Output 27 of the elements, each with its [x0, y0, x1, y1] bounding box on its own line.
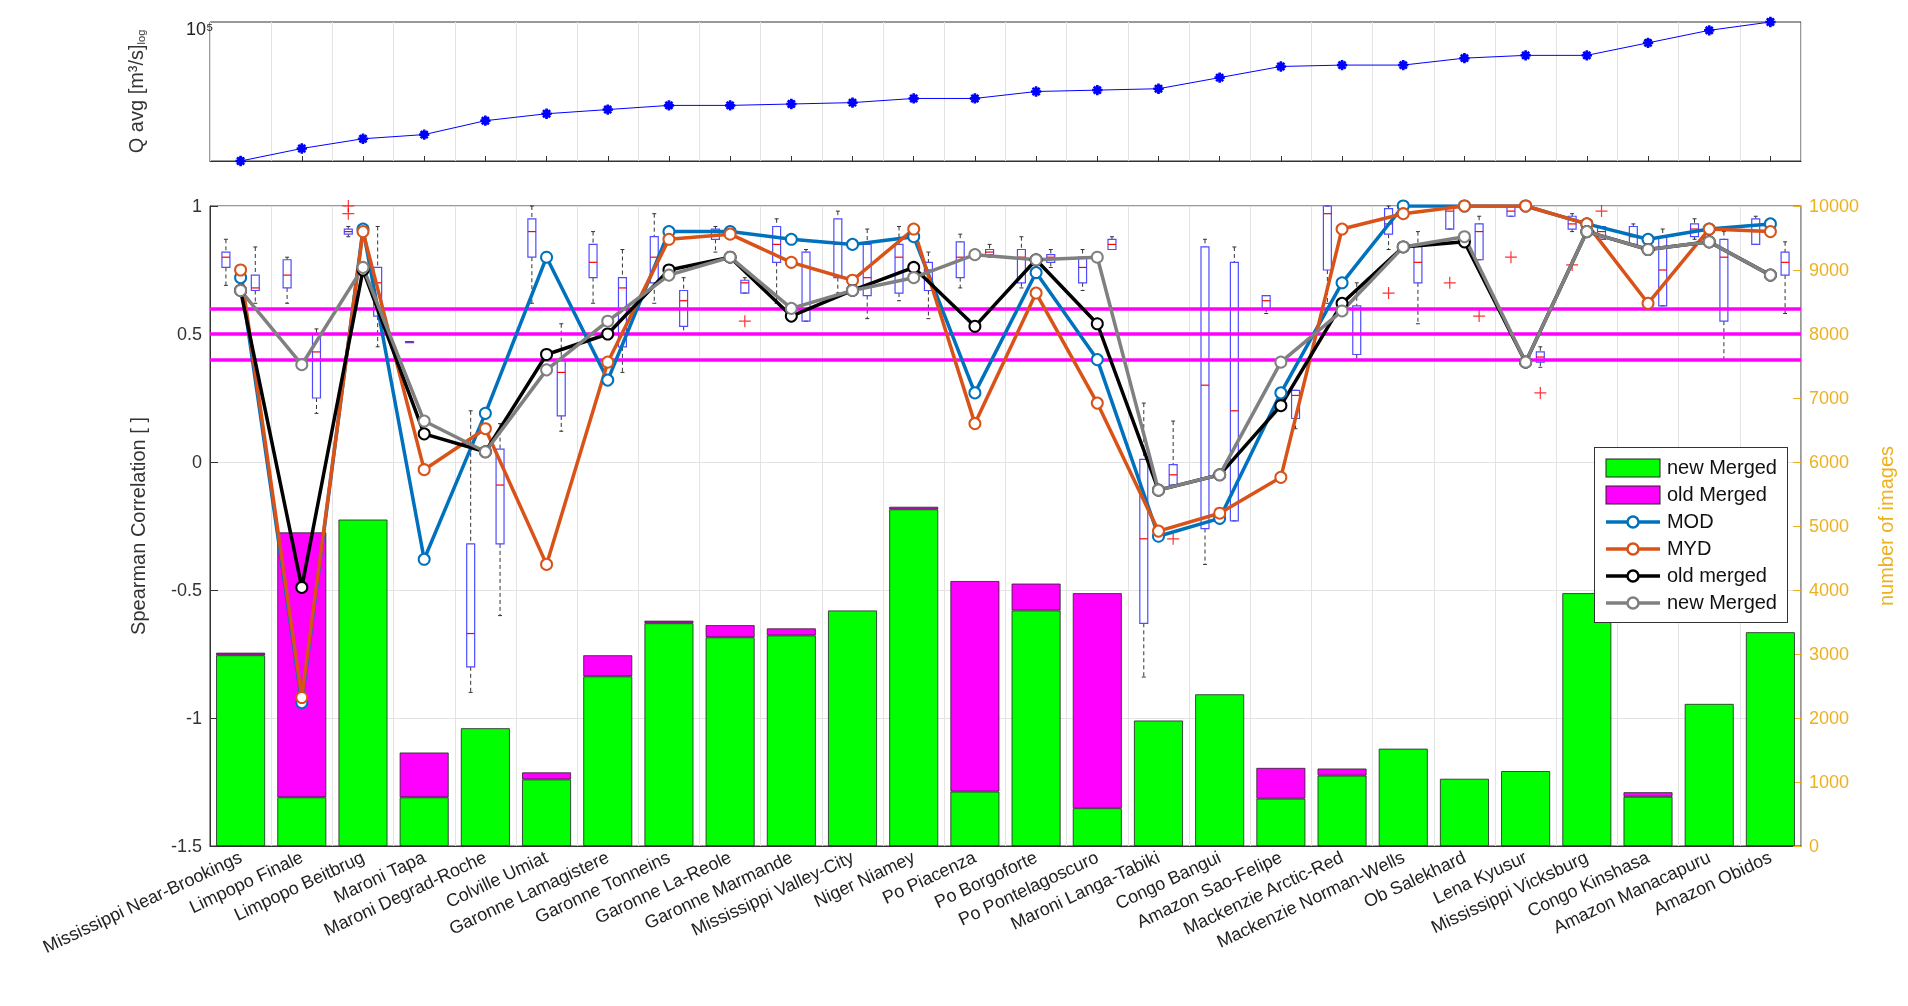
y-tick-label: -1	[185, 708, 202, 728]
legend-label: old Merged	[1666, 483, 1767, 506]
y-axis-title: Spearman Correlation [ ]	[127, 417, 149, 635]
legend-label: MYD	[1666, 537, 1712, 560]
y2-tick-label: 6000	[1809, 452, 1850, 472]
legend-label: new Merged	[1666, 591, 1777, 614]
legend-label: new Merged	[1666, 456, 1777, 479]
y-tick-label: 1	[191, 196, 202, 216]
y-tick-label: -0.5	[170, 580, 202, 600]
y2-tick-label: 2000	[1809, 708, 1850, 728]
y2-tick-label: 1000	[1809, 772, 1850, 792]
y2-tick-label: 3000	[1809, 644, 1850, 664]
y2-tick-label: 7000	[1809, 388, 1850, 408]
y2-tick-label: 10000	[1809, 196, 1860, 216]
y2-tick-label: 5000	[1809, 516, 1850, 536]
y-axis-title: Q avg [m³/s]log	[125, 29, 147, 154]
y-tick-label: 0	[191, 452, 202, 472]
y2-tick-label: 9000	[1809, 260, 1850, 280]
y2-axis-title: number of images	[1875, 445, 1897, 607]
legend-label: old merged	[1666, 564, 1767, 587]
legend-label: MOD	[1666, 510, 1714, 533]
annotation: 10⁵	[186, 19, 214, 39]
y2-tick-label: 8000	[1809, 324, 1850, 344]
y-tick-label: -1.5	[170, 836, 202, 856]
y2-tick-label: 4000	[1809, 580, 1850, 600]
y-tick-label: 0.5	[176, 324, 202, 344]
y2-tick-label: 0	[1809, 836, 1820, 856]
